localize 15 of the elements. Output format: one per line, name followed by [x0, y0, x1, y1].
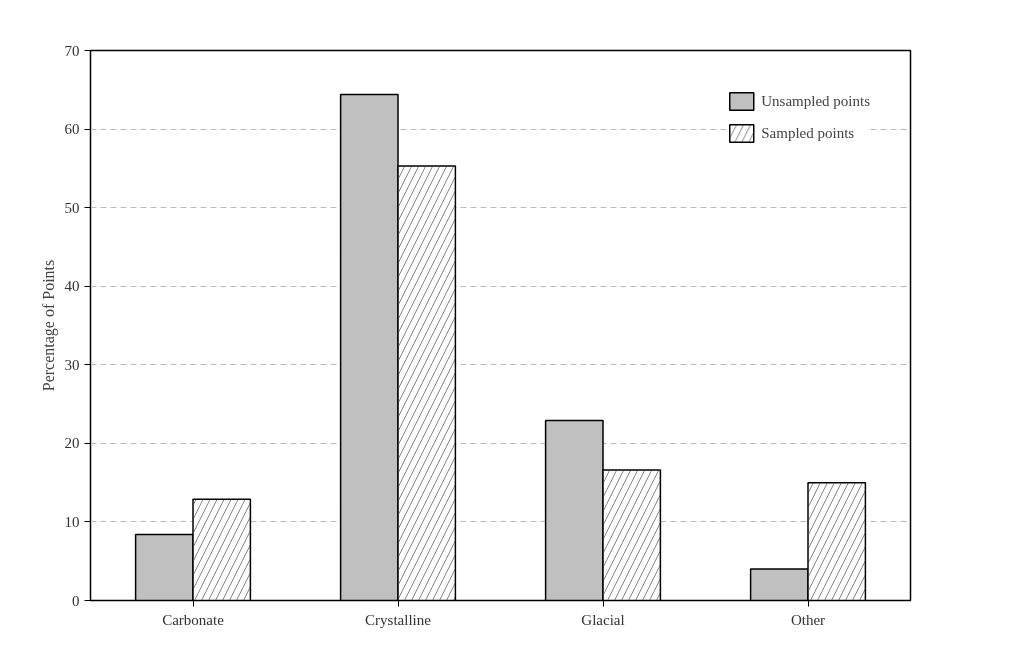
y-tick-label: 40: [64, 278, 80, 295]
legend-label: Unsampled points: [761, 92, 870, 110]
x-tick-label: Carbonate: [162, 611, 225, 628]
x-tick-label: Crystalline: [365, 611, 432, 628]
x-tick-label: Other: [790, 611, 826, 628]
y-tick-label: 50: [64, 199, 80, 216]
y-tick-label: 10: [64, 513, 80, 530]
y-tick-label: 30: [64, 356, 80, 373]
y-tick-label: 70: [64, 42, 80, 59]
y-axis-title: Percentage of Points: [39, 259, 58, 392]
y-tick-label: 20: [64, 435, 80, 452]
y-tick-label: 0: [72, 592, 80, 609]
x-tick-label: Glacial: [581, 611, 625, 628]
y-tick-label: 60: [64, 121, 80, 138]
legend-label: Sampled points: [761, 124, 855, 142]
